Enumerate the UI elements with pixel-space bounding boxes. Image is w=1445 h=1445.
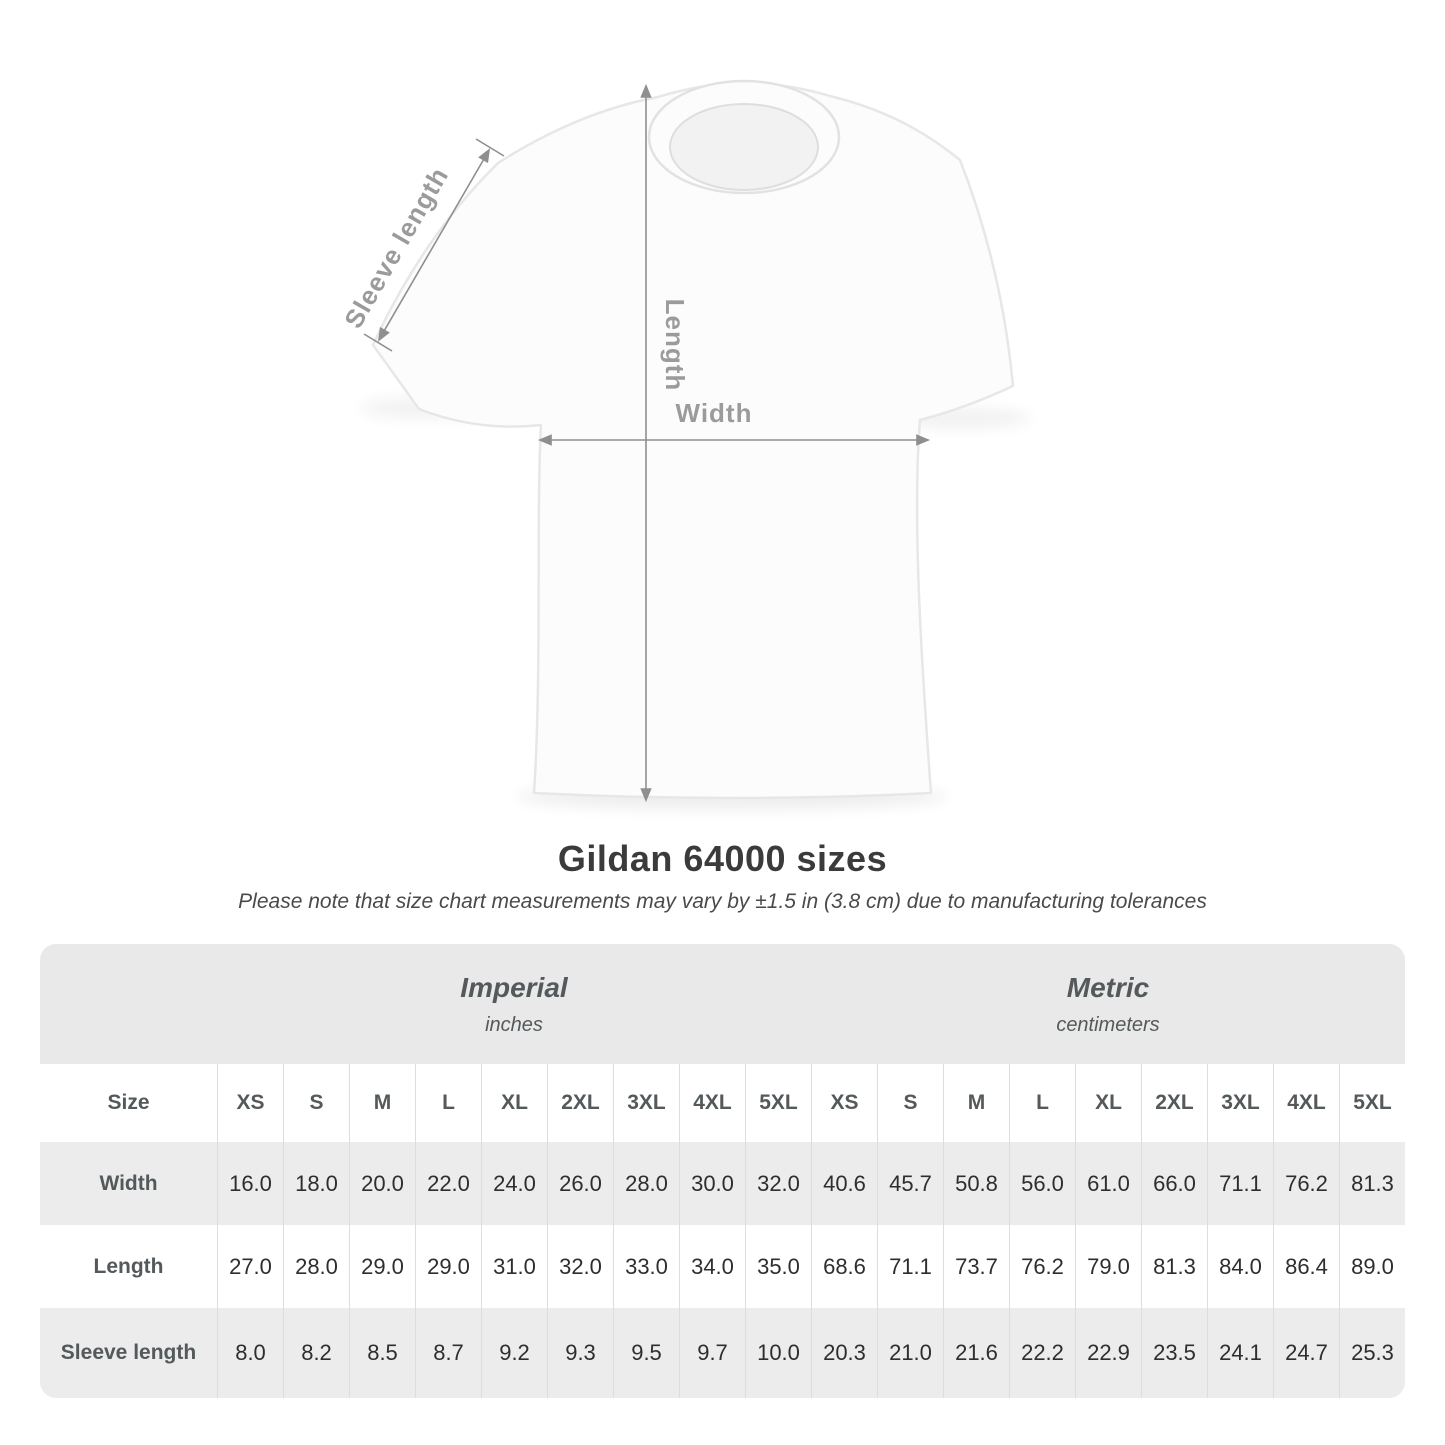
sleeve-length-arrow: [363, 138, 505, 352]
value-cell-imperial: 32.0: [745, 1142, 811, 1225]
value-cell-metric: 22.2: [1009, 1308, 1075, 1398]
value-cell-imperial: 28.0: [613, 1142, 679, 1225]
length-arrow: [640, 83, 652, 803]
width-label: Width: [676, 398, 753, 428]
value-cell-metric: 79.0: [1075, 1225, 1141, 1308]
unit-group-imperial: Imperial inches: [217, 944, 811, 1064]
tshirt-measurement-diagram: Length Width Sleeve length: [338, 79, 1030, 809]
value-cell-metric: 73.7: [943, 1225, 1009, 1308]
value-cell-metric: 21.6: [943, 1308, 1009, 1398]
size-header-cell-imperial-l: L: [415, 1064, 481, 1142]
metric-label: Metric: [1066, 971, 1150, 1003]
value-cell-metric: 71.1: [1207, 1142, 1273, 1225]
size-header-cell-imperial-4xl: 4XL: [679, 1064, 745, 1142]
size-header-cell-imperial-s: S: [283, 1064, 349, 1142]
value-cell-imperial: 9.3: [547, 1308, 613, 1398]
size-header-cell-imperial-xl: XL: [481, 1064, 547, 1142]
size-header-cell-metric-2xl: 2XL: [1141, 1064, 1207, 1142]
value-cell-imperial: 8.5: [349, 1308, 415, 1398]
value-cell-imperial: 31.0: [481, 1225, 547, 1308]
size-header-cell-metric-3xl: 3XL: [1207, 1064, 1273, 1142]
value-cell-imperial: 34.0: [679, 1225, 745, 1308]
value-cell-metric: 40.6: [811, 1142, 877, 1225]
value-cell-imperial: 8.2: [283, 1308, 349, 1398]
size-header-cell-imperial-m: M: [349, 1064, 415, 1142]
value-cell-imperial: 9.7: [679, 1308, 745, 1398]
value-cell-imperial: 26.0: [547, 1142, 613, 1225]
value-cell-metric: 81.3: [1339, 1142, 1405, 1225]
value-cell-imperial: 30.0: [679, 1142, 745, 1225]
value-cell-metric: 20.3: [811, 1308, 877, 1398]
row-label-length: Length: [40, 1225, 217, 1308]
value-cell-metric: 68.6: [811, 1225, 877, 1308]
size-header-cell-imperial-3xl: 3XL: [613, 1064, 679, 1142]
value-cell-imperial: 9.5: [613, 1308, 679, 1398]
row-label-width: Width: [40, 1142, 217, 1225]
value-cell-imperial: 33.0: [613, 1225, 679, 1308]
tshirt-diagram-svg: Length Width Sleeve length: [338, 79, 1030, 809]
band-corner-cell: [40, 944, 217, 1064]
value-cell-imperial: 27.0: [217, 1225, 283, 1308]
size-header-cell-metric-4xl: 4XL: [1273, 1064, 1339, 1142]
size-header-cell-metric-xs: XS: [811, 1064, 877, 1142]
imperial-label: Imperial: [460, 971, 568, 1003]
length-label: Length: [660, 299, 690, 392]
value-cell-imperial: 16.0: [217, 1142, 283, 1225]
value-cell-imperial: 8.0: [217, 1308, 283, 1398]
value-cell-metric: 71.1: [877, 1225, 943, 1308]
value-cell-imperial: 8.7: [415, 1308, 481, 1398]
value-cell-imperial: 9.2: [481, 1308, 547, 1398]
size-header-cell-imperial-2xl: 2XL: [547, 1064, 613, 1142]
collar-opening: [669, 103, 819, 191]
size-header-cell-metric-5xl: 5XL: [1339, 1064, 1405, 1142]
value-cell-imperial: 35.0: [745, 1225, 811, 1308]
value-cell-imperial: 28.0: [283, 1225, 349, 1308]
value-cell-metric: 66.0: [1141, 1142, 1207, 1225]
value-cell-metric: 23.5: [1141, 1308, 1207, 1398]
value-cell-metric: 76.2: [1009, 1225, 1075, 1308]
value-cell-metric: 61.0: [1075, 1142, 1141, 1225]
value-cell-metric: 22.9: [1075, 1308, 1141, 1398]
size-header-cell-metric-s: S: [877, 1064, 943, 1142]
value-cell-imperial: 32.0: [547, 1225, 613, 1308]
value-cell-imperial: 18.0: [283, 1142, 349, 1225]
value-cell-metric: 50.8: [943, 1142, 1009, 1225]
imperial-sublabel: inches: [485, 1013, 543, 1036]
value-cell-metric: 25.3: [1339, 1308, 1405, 1398]
size-header-cell-imperial-xs: XS: [217, 1064, 283, 1142]
size-table-card: Imperial inches Metric centimeters Size X…: [40, 944, 1405, 1398]
value-cell-imperial: 29.0: [415, 1225, 481, 1308]
page-subtitle: Please note that size chart measurements…: [238, 890, 1207, 913]
size-header-cell-imperial-5xl: 5XL: [745, 1064, 811, 1142]
size-header-cell-metric-xl: XL: [1075, 1064, 1141, 1142]
value-cell-imperial: 10.0: [745, 1308, 811, 1398]
value-cell-metric: 89.0: [1339, 1225, 1405, 1308]
value-cell-metric: 24.7: [1273, 1308, 1339, 1398]
value-cell-imperial: 22.0: [415, 1142, 481, 1225]
page-title: Gildan 64000 sizes: [557, 838, 888, 879]
row-label-sleeve-length: Sleeve length: [40, 1308, 217, 1398]
metric-sublabel: centimeters: [1056, 1013, 1160, 1036]
value-cell-imperial: 24.0: [481, 1142, 547, 1225]
value-cell-imperial: 20.0: [349, 1142, 415, 1225]
size-column-header: Size: [40, 1064, 217, 1142]
value-cell-metric: 45.7: [877, 1142, 943, 1225]
value-cell-metric: 81.3: [1141, 1225, 1207, 1308]
value-cell-imperial: 29.0: [349, 1225, 415, 1308]
width-arrow: [537, 434, 931, 446]
unit-group-metric: Metric centimeters: [811, 944, 1405, 1064]
value-cell-metric: 56.0: [1009, 1142, 1075, 1225]
size-header-cell-metric-m: M: [943, 1064, 1009, 1142]
size-header-cell-metric-l: L: [1009, 1064, 1075, 1142]
value-cell-metric: 76.2: [1273, 1142, 1339, 1225]
size-table-grid: Imperial inches Metric centimeters Size X…: [40, 944, 1405, 1398]
value-cell-metric: 24.1: [1207, 1308, 1273, 1398]
value-cell-metric: 86.4: [1273, 1225, 1339, 1308]
value-cell-metric: 21.0: [877, 1308, 943, 1398]
value-cell-metric: 84.0: [1207, 1225, 1273, 1308]
